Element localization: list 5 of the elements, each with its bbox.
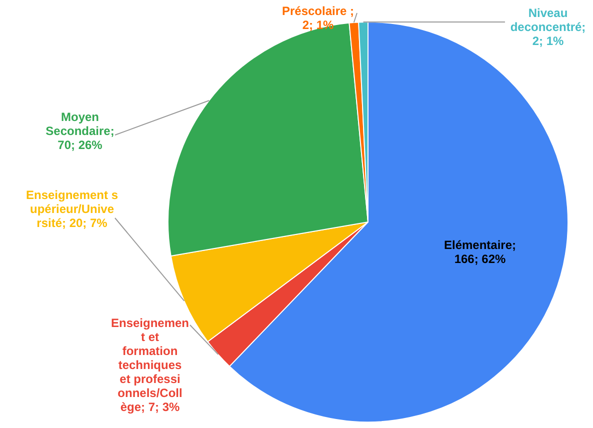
- slice-label: Elémentaire; 166; 62%: [444, 238, 516, 266]
- slice-label: Moyen Secondaire; 70; 26%: [46, 110, 114, 152]
- slice-label: Enseignement supérieur/Université; 20; 7%: [26, 188, 118, 230]
- slice-label: Niveau deconcentré; 2; 1%: [510, 6, 586, 48]
- slice-label: Enseignement et formation techniques et professionnels/Collège; 7; 3%: [110, 316, 190, 414]
